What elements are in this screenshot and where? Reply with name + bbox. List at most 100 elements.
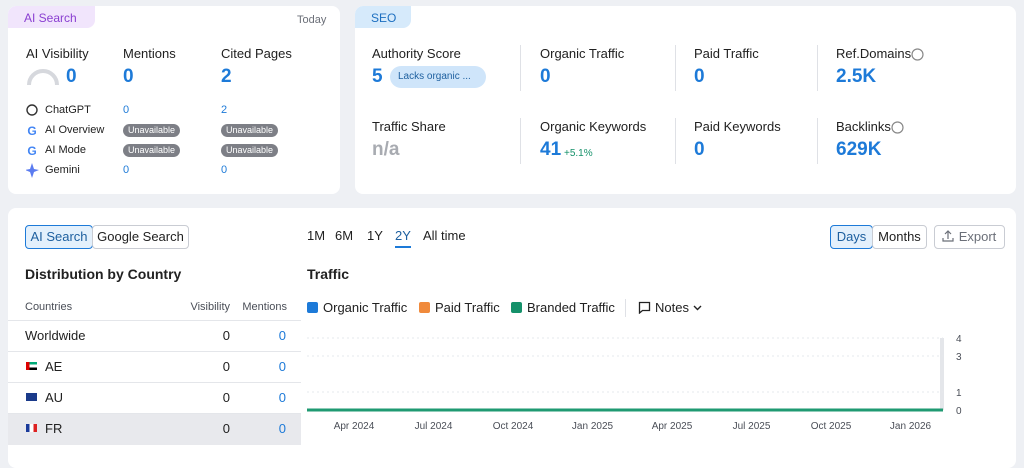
metric-label: Organic Keywords <box>540 119 647 134</box>
visibility: 0 <box>222 359 230 374</box>
country: Worldwide <box>25 328 86 343</box>
metric-value: 5 <box>372 66 383 87</box>
status-badge[interactable]: Lacks organic ... <box>398 71 471 82</box>
engine-name: Gemini <box>45 164 80 176</box>
metric-label: Paid Keywords <box>694 119 781 134</box>
metric-value: 0 <box>540 66 551 87</box>
info-icon[interactable] <box>911 48 924 61</box>
metric-label: Backlinks <box>836 119 891 134</box>
metric-value: 0 <box>66 66 77 87</box>
metric-value: 2 <box>221 66 232 87</box>
export-button[interactable]: Export <box>934 225 1005 249</box>
export-icon <box>942 230 954 242</box>
toggle-button[interactable]: AI Search <box>25 225 93 249</box>
range-option[interactable]: 6M <box>335 228 354 243</box>
column-header: Countries <box>25 301 73 313</box>
range-option[interactable]: 1Y <box>367 228 383 243</box>
metric-value: 0 <box>694 139 705 160</box>
x-tick-label: Apr 2025 <box>652 421 693 432</box>
mentions: 0 <box>278 421 286 436</box>
table-row <box>8 413 301 445</box>
svg-text:G: G <box>27 144 36 158</box>
visibility: 0 <box>222 421 230 436</box>
table-row <box>8 382 301 414</box>
metric-value: 0 <box>123 66 134 87</box>
unavailable-badge: Unavailable <box>123 144 181 157</box>
flag-icon <box>26 362 37 370</box>
range-option[interactable]: 2Y <box>395 228 411 243</box>
date: Today <box>297 14 327 26</box>
metric-label: AI Visibility <box>26 46 89 61</box>
mentions: 0 <box>278 390 286 405</box>
country: FR <box>45 421 63 436</box>
ai-search-card: AI Search Today AI Visibility Mentions C… <box>8 6 340 194</box>
metric-value: 629K <box>836 139 882 160</box>
unavailable-badge: Unavailable <box>221 124 279 137</box>
gauge-icon <box>27 69 59 86</box>
chart-title: Traffic <box>307 266 350 282</box>
mentions: 0 <box>278 328 286 343</box>
tab[interactable]: SEO <box>371 11 397 25</box>
metric-label: Mentions <box>123 46 176 61</box>
metric-value: 0 <box>694 66 705 87</box>
y-tick-label: 4 <box>956 334 962 345</box>
info-icon[interactable] <box>891 121 904 134</box>
visibility: 0 <box>222 390 230 405</box>
export-label: Export <box>958 229 997 244</box>
legend-label: Paid Traffic <box>435 300 500 315</box>
engine-name: ChatGPT <box>45 104 91 116</box>
legend-label: Branded Traffic <box>527 300 615 315</box>
metric-label: Cited Pages <box>221 46 292 61</box>
notes-button[interactable]: Notes <box>655 300 689 315</box>
table-row <box>8 351 301 383</box>
range-option[interactable]: 1M <box>307 228 326 243</box>
change: +5.1% <box>564 148 593 159</box>
legend-checkbox[interactable] <box>511 302 522 313</box>
mentions: 0 <box>278 359 286 374</box>
x-tick-label: Jan 2025 <box>572 421 614 432</box>
metric-value: 41 <box>540 139 562 160</box>
bottom-card: AI Search Google Search Days Months Expo… <box>8 208 1016 468</box>
x-tick-label: Apr 2024 <box>334 421 375 432</box>
toggle-button[interactable]: Google Search <box>92 225 189 249</box>
legend-checkbox[interactable] <box>307 302 318 313</box>
mentions: 0 <box>123 104 130 116</box>
x-tick-label: Jul 2025 <box>733 421 771 432</box>
tab[interactable]: AI Search <box>24 11 77 25</box>
range-underline <box>395 246 411 248</box>
metric-label: Organic Traffic <box>540 46 625 61</box>
chart-edge <box>940 338 944 410</box>
engine-icons: G G <box>26 104 39 178</box>
column-header: Visibility <box>190 301 230 313</box>
metric-label: Ref.Domains <box>836 46 912 61</box>
metric-label: Paid Traffic <box>694 46 759 61</box>
metric-value: n/a <box>372 139 400 160</box>
metric-value: 2.5K <box>836 66 877 87</box>
flag-icon <box>26 393 37 401</box>
x-tick-label: Jul 2024 <box>415 421 453 432</box>
x-tick-label: Oct 2024 <box>493 421 534 432</box>
flag-icon <box>26 424 37 432</box>
x-tick-label: Jan 2026 <box>890 421 932 432</box>
view-button[interactable]: Days <box>830 225 873 249</box>
table-row <box>8 320 301 352</box>
legend-checkbox[interactable] <box>419 302 430 313</box>
chevron <box>693 305 702 311</box>
range-option[interactable]: All time <box>423 228 466 243</box>
engine-name: AI Overview <box>45 124 105 136</box>
column-header: Mentions <box>242 301 287 313</box>
page: { "ai_search": {"tab": "AI Search", "dat… <box>8 6 1016 468</box>
view-button[interactable]: Months <box>872 225 927 249</box>
notes-icon <box>638 301 651 314</box>
metric-label: Traffic Share <box>372 119 446 134</box>
unavailable-badge: Unavailable <box>221 144 279 157</box>
visibility: 0 <box>222 328 230 343</box>
y-tick-label: 0 <box>956 406 962 417</box>
country: AE <box>45 359 63 374</box>
cited: 2 <box>221 104 228 116</box>
country: AU <box>45 390 64 405</box>
mentions: 0 <box>123 164 130 176</box>
traffic-chart: 0 1 3 4 Apr 2024 Jul 2024 Oct 2024 Jan 2025 Apr … <box>307 334 962 432</box>
unavailable-badge: Unavailable <box>123 124 181 137</box>
legend-label: Organic Traffic <box>323 300 408 315</box>
